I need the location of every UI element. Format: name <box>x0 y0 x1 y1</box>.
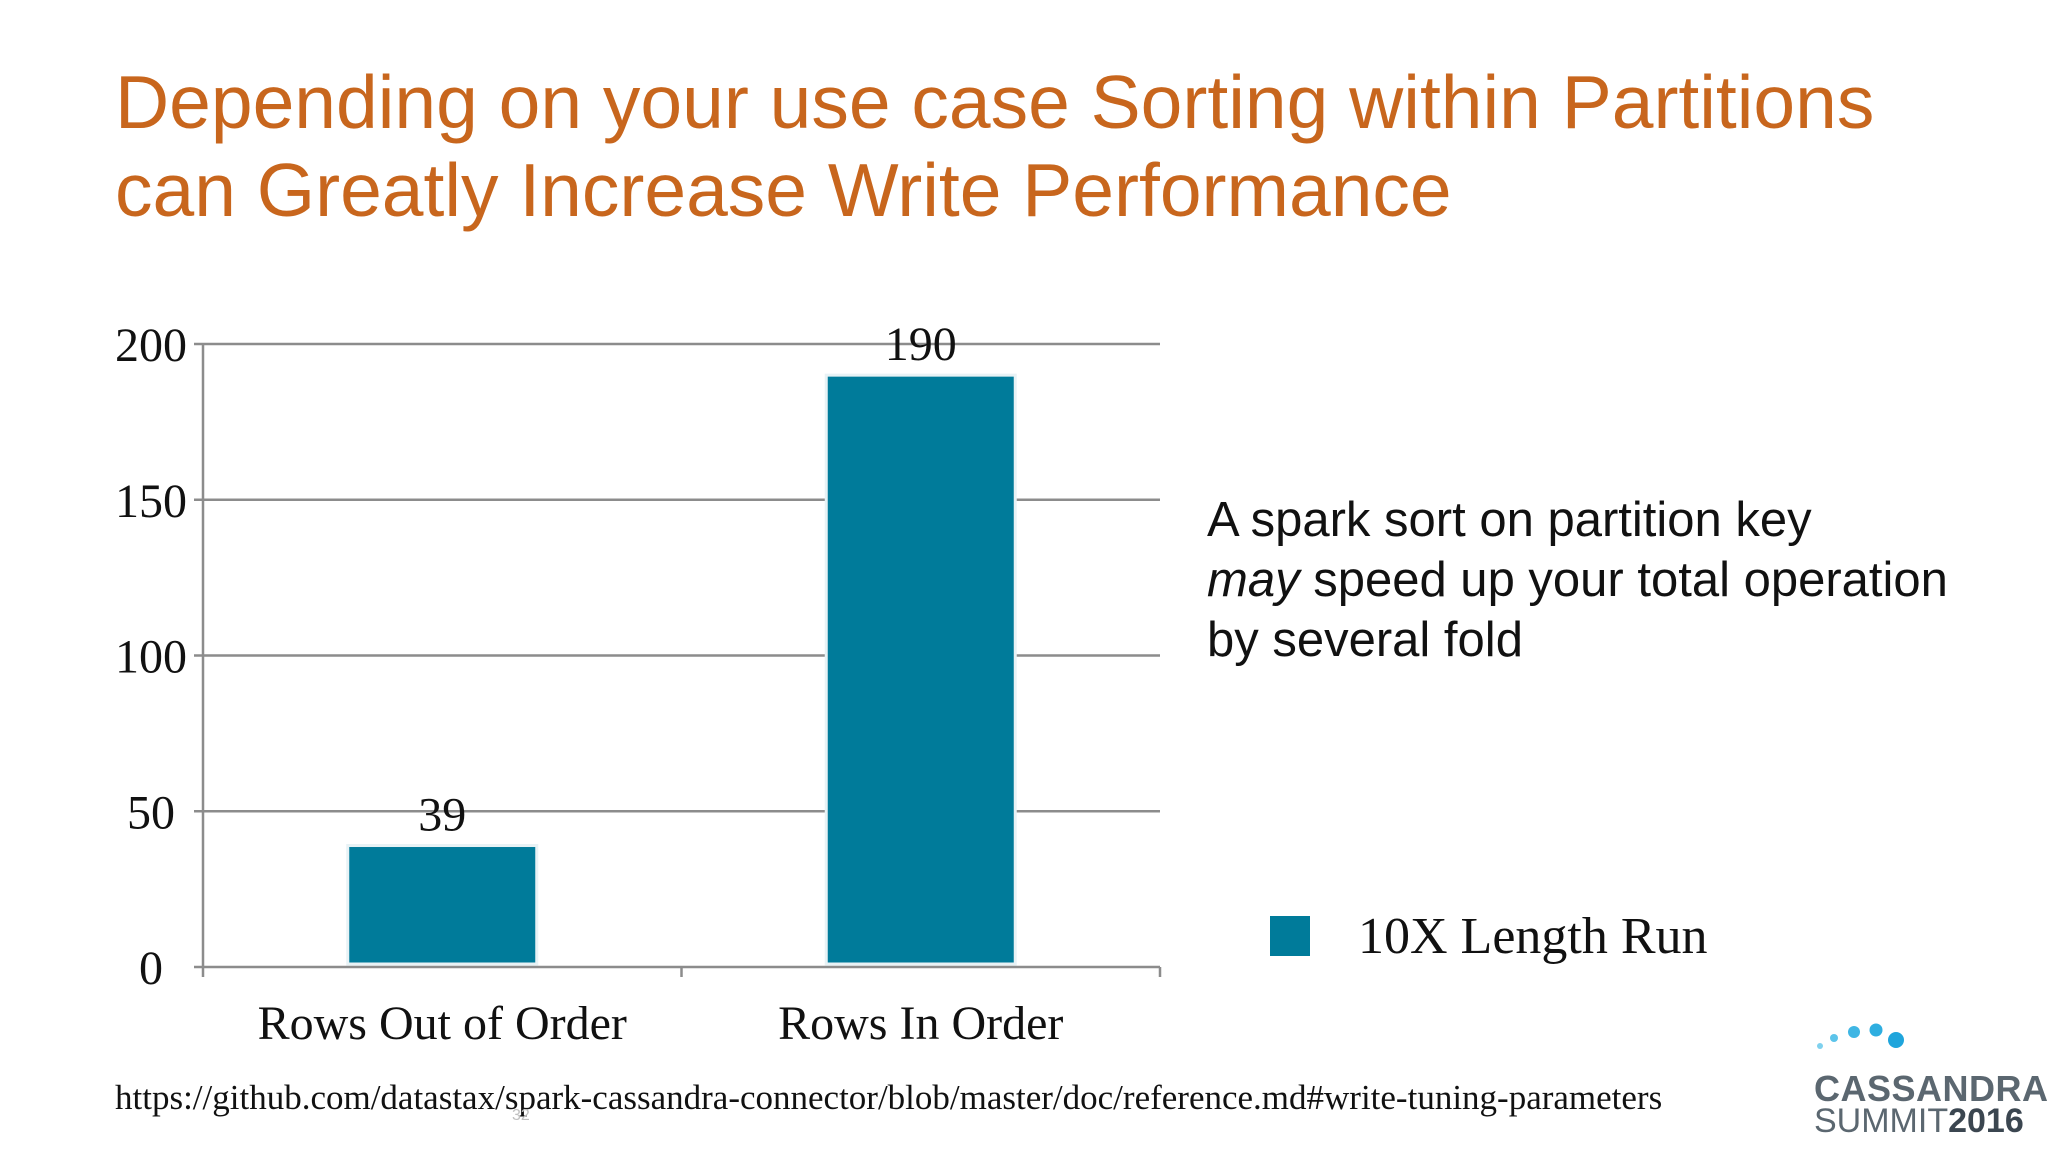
y-tick-label-200: 200 <box>115 319 187 372</box>
chart-bars <box>346 373 1017 966</box>
bullet-line-1: A spark sort on partition key <box>1207 493 1812 547</box>
x-category-label-2: Rows In Order <box>778 997 1063 1050</box>
bar-1 <box>346 844 539 966</box>
bullet-line-3: by several fold <box>1207 613 1523 667</box>
slide-title-line-2: can Greatly Increase Write Performance <box>115 148 1452 232</box>
y-tick-label-50: 50 <box>127 786 175 839</box>
slide-title-line-1: Depending on your use case Sorting withi… <box>115 60 1875 144</box>
logo-text-summit: SUMMIT2016 <box>1814 1102 2024 1141</box>
y-tick-label-150: 150 <box>115 475 187 528</box>
chart-legend: 10X Length Run <box>1270 900 1708 972</box>
chart-labels: 0 50 100 150 200 39 Rows Out of Order 190 Rows I… <box>115 318 1063 1050</box>
slide-bullet-text: A spark sort on partition key may speed … <box>1207 490 2037 670</box>
legend-swatch <box>1270 916 1310 956</box>
y-tick-label-0: 0 <box>139 942 163 995</box>
logo-text-summit-word: SUMMIT <box>1814 1102 1949 1140</box>
legend-label: 10X Length Run <box>1358 907 1708 965</box>
bullet-emphasis: may <box>1207 553 1300 607</box>
cassandra-summit-logo: CASSANDRA SUMMIT2016 <box>1810 1010 2048 1141</box>
bar-2 <box>824 373 1017 966</box>
logo-text-year: 2016 <box>1948 1102 2024 1140</box>
page-number: 32 <box>512 1107 530 1124</box>
slide-title: Depending on your use case Sorting withi… <box>115 58 2015 234</box>
source-link[interactable]: https://github.com/datastax/spark-cassan… <box>115 1078 1663 1117</box>
y-tick-label-100: 100 <box>115 631 187 684</box>
logo-dots-icon <box>1817 1023 1904 1049</box>
logo-text-cassandra: CASSANDRA <box>1814 1068 2048 1109</box>
data-label-1: 39 <box>418 789 466 842</box>
data-label-2: 190 <box>885 318 957 371</box>
chart-axes <box>194 342 1162 977</box>
bullet-line-2: may speed up your total operation <box>1207 550 2037 610</box>
x-category-label-1: Rows Out of Order <box>258 997 627 1050</box>
bullet-line-2-rest: speed up your total operation <box>1299 553 1948 607</box>
